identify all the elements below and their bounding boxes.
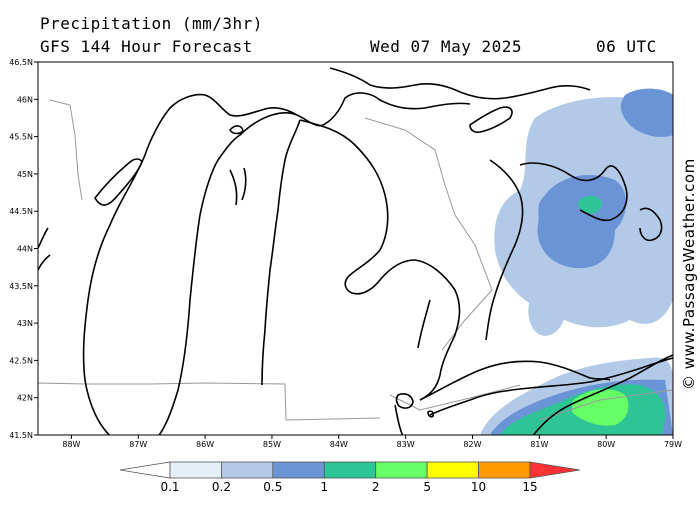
lake-michigan-shore [82,111,298,435]
lake-st-clair [395,393,414,409]
upper-peninsula-south-shore [144,92,471,156]
island-2 [427,410,434,418]
legend-arrow-low [119,461,171,479]
legend-swatch [221,461,274,479]
lon-tick-label: 86W [196,440,214,449]
wisconsin-shore [38,227,51,271]
lat-tick-label: 46N [17,95,33,104]
latitude-axis: 46.5N 46N 45.5N 45N 44.5N 44N 43.5N 43N 42.5N 42N… [9,58,38,440]
state-boundaries [38,99,673,421]
lat-tick-label: 42N [17,394,33,403]
ontario-east-shore [639,207,663,242]
precip-medium-area-ne [620,88,673,137]
lon-tick-label: 83W [397,440,415,449]
legend-arrow-high [529,461,581,479]
lon-tick-label: 88W [62,440,80,449]
lat-tick-label: 44N [17,245,33,254]
island-1 [229,125,244,135]
legend-swatch [169,461,222,479]
lon-tick-label: 79W [664,440,682,449]
lat-tick-label: 41.5N [9,431,33,440]
legend-swatch [323,461,377,479]
lat-tick-label: 42.5N [9,356,33,365]
legend-label: 0.2 [212,480,231,494]
forecast-date: Wed 07 May 2025 [370,37,522,56]
coastlines [38,67,673,435]
forecast-subtitle: GFS 144 Hour Forecast [40,37,253,56]
legend-label: 0.1 [160,480,179,494]
lake-erie-north-shore [419,360,611,401]
legend-label: 2 [372,480,380,494]
forecast-time: 06 UTC [596,37,657,56]
lower-peninsula-east-shore [299,119,461,401]
lon-tick-label: 82W [463,440,481,449]
precip-medium-area-east [537,175,627,269]
precip-legend: 0.1 0.2 0.5 1 2 5 10 15 [119,461,581,494]
door-peninsula [94,158,143,206]
lat-tick-label: 46.5N [9,58,33,67]
legend-label: 10 [471,480,486,494]
ontario-south-shore [532,354,673,435]
lat-tick-label: 45N [17,170,33,179]
legend-label: 15 [522,480,537,494]
manitoulin-island [469,106,513,133]
legend-swatch [272,461,325,479]
lon-tick-label: 81W [530,440,548,449]
precip-light-blob-mid [528,289,566,336]
longitude-axis: 88W 87W 86W 85W 84W 83W 82W 81W 80W 79W [62,435,682,449]
lake-huron-east-shore [485,159,524,341]
legend-label: 0.5 [263,480,282,494]
lon-tick-label: 84W [330,440,348,449]
legend-label: 5 [423,480,431,494]
map-title: Precipitation (mm/3hr) [40,14,263,33]
lat-tick-label: 43N [17,319,33,328]
precip-heavy-spot-bay [577,195,602,214]
legend-swatch [478,461,531,479]
grand-traverse-bay [229,167,247,206]
georgian-bay-shore [519,162,628,222]
lower-peninsula-west-shore [261,119,301,386]
lat-tick-label: 45.5N [9,133,33,142]
legend-label: 1 [320,480,328,494]
legend-swatch [375,461,428,479]
lake-superior-shore [329,67,591,100]
saginaw-thumb [417,299,431,349]
lon-tick-label: 85W [263,440,281,449]
lon-tick-label: 80W [597,440,615,449]
lat-tick-label: 43.5N [9,282,33,291]
legend-swatch [426,461,479,479]
lon-tick-label: 87W [129,440,147,449]
lat-tick-label: 44.5N [9,207,33,216]
watermark-text: © www.PassageWeather.com [680,158,698,390]
